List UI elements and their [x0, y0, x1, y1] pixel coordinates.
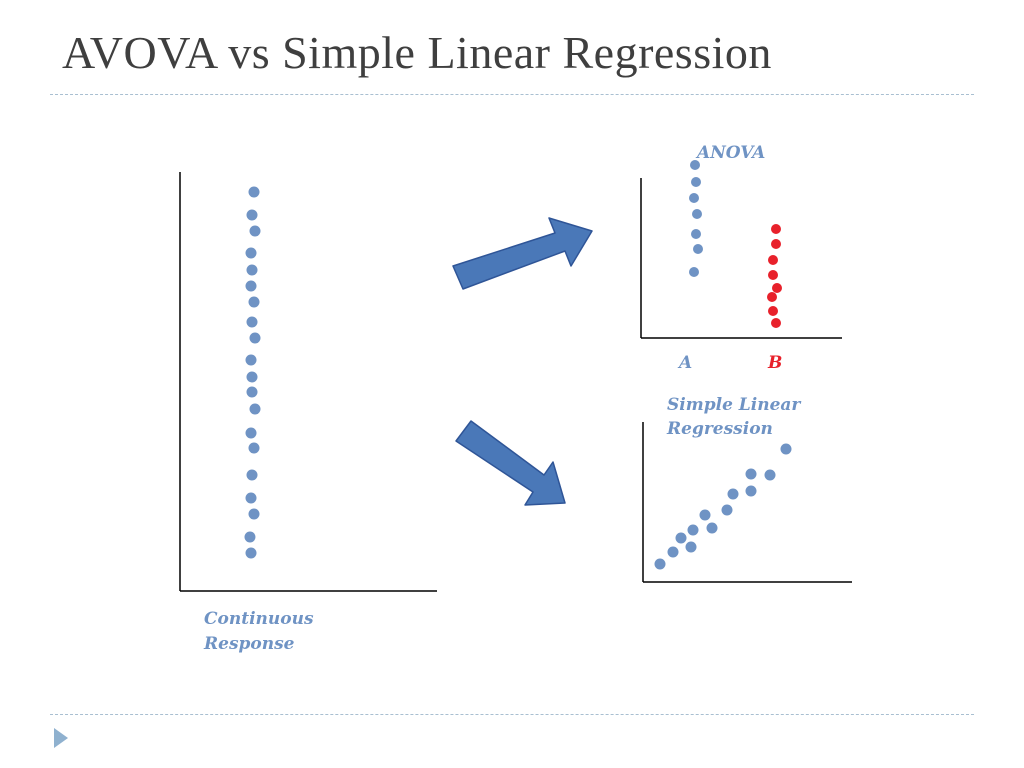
regression-dot — [687, 524, 699, 536]
regression-dot — [780, 443, 792, 455]
continuous-response-panel: Continuous Response — [179, 172, 437, 654]
regression-label-line1: Simple Linear — [667, 395, 801, 415]
anova-a-dot — [690, 160, 700, 170]
continuous-dot — [245, 280, 257, 292]
anova-title: ANOVA — [695, 143, 765, 163]
continuous-dot — [246, 386, 258, 398]
continuous-dot — [245, 427, 257, 439]
continuous-dot — [246, 264, 258, 276]
continuous-dot — [248, 508, 260, 520]
continuous-dot — [245, 247, 257, 259]
continuous-dot — [249, 403, 261, 415]
continuous-dot — [249, 332, 261, 344]
anova-group-a-label: A — [677, 353, 692, 373]
regression-dot — [721, 504, 733, 516]
continuous-dot — [246, 209, 258, 221]
anova-a-dot — [693, 244, 703, 254]
continuous-dot — [245, 492, 257, 504]
continuous-dot — [248, 442, 260, 454]
regression-dot — [667, 546, 679, 558]
anova-b-dot — [772, 283, 782, 293]
regression-dots — [654, 443, 792, 570]
regression-label-line2: Regression — [666, 419, 773, 439]
title-divider — [50, 94, 974, 95]
continuous-dot — [246, 469, 258, 481]
regression-dot — [685, 541, 697, 553]
anova-a-dot — [691, 229, 701, 239]
anova-a-dot — [692, 209, 702, 219]
regression-dot — [699, 509, 711, 521]
regression-dot — [764, 469, 776, 481]
continuous-label-line1: Continuous — [204, 609, 314, 629]
anova-panel: ANOVA A B — [640, 143, 842, 373]
footer-divider — [50, 714, 974, 715]
regression-dot — [675, 532, 687, 544]
anova-b-dot — [771, 318, 781, 328]
arrow-down-right-icon — [455, 420, 566, 506]
anova-group-b-label: B — [767, 353, 782, 373]
continuous-dot — [246, 371, 258, 383]
continuous-dot — [248, 186, 260, 198]
continuous-dots — [244, 186, 261, 559]
continuous-dot — [248, 296, 260, 308]
anova-a-dot — [689, 267, 699, 277]
continuous-label-line2: Response — [203, 634, 295, 654]
anova-b-dot — [768, 270, 778, 280]
continuous-dot — [245, 547, 257, 559]
triangle-right-icon[interactable] — [54, 728, 68, 748]
anova-b-dot — [771, 239, 781, 249]
regression-panel: Simple Linear Regression — [642, 395, 852, 583]
anova-b-dot — [771, 224, 781, 234]
regression-dot — [745, 485, 757, 497]
regression-dot — [706, 522, 718, 534]
regression-dot — [745, 468, 757, 480]
slide-title: AVOVA vs Simple Linear Regression — [62, 27, 772, 78]
anova-b-dot — [767, 292, 777, 302]
regression-dot — [654, 558, 666, 570]
anova-b-dot — [768, 255, 778, 265]
continuous-dot — [246, 316, 258, 328]
anova-a-dot — [689, 193, 699, 203]
anova-a-dot — [691, 177, 701, 187]
arrow-up-right-icon — [452, 217, 593, 290]
continuous-dot — [245, 354, 257, 366]
continuous-dot — [244, 531, 256, 543]
regression-dot — [727, 488, 739, 500]
continuous-dot — [249, 225, 261, 237]
anova-b-dot — [768, 306, 778, 316]
anova-group-b-dots — [767, 224, 782, 328]
anova-group-a-dots — [689, 160, 703, 277]
